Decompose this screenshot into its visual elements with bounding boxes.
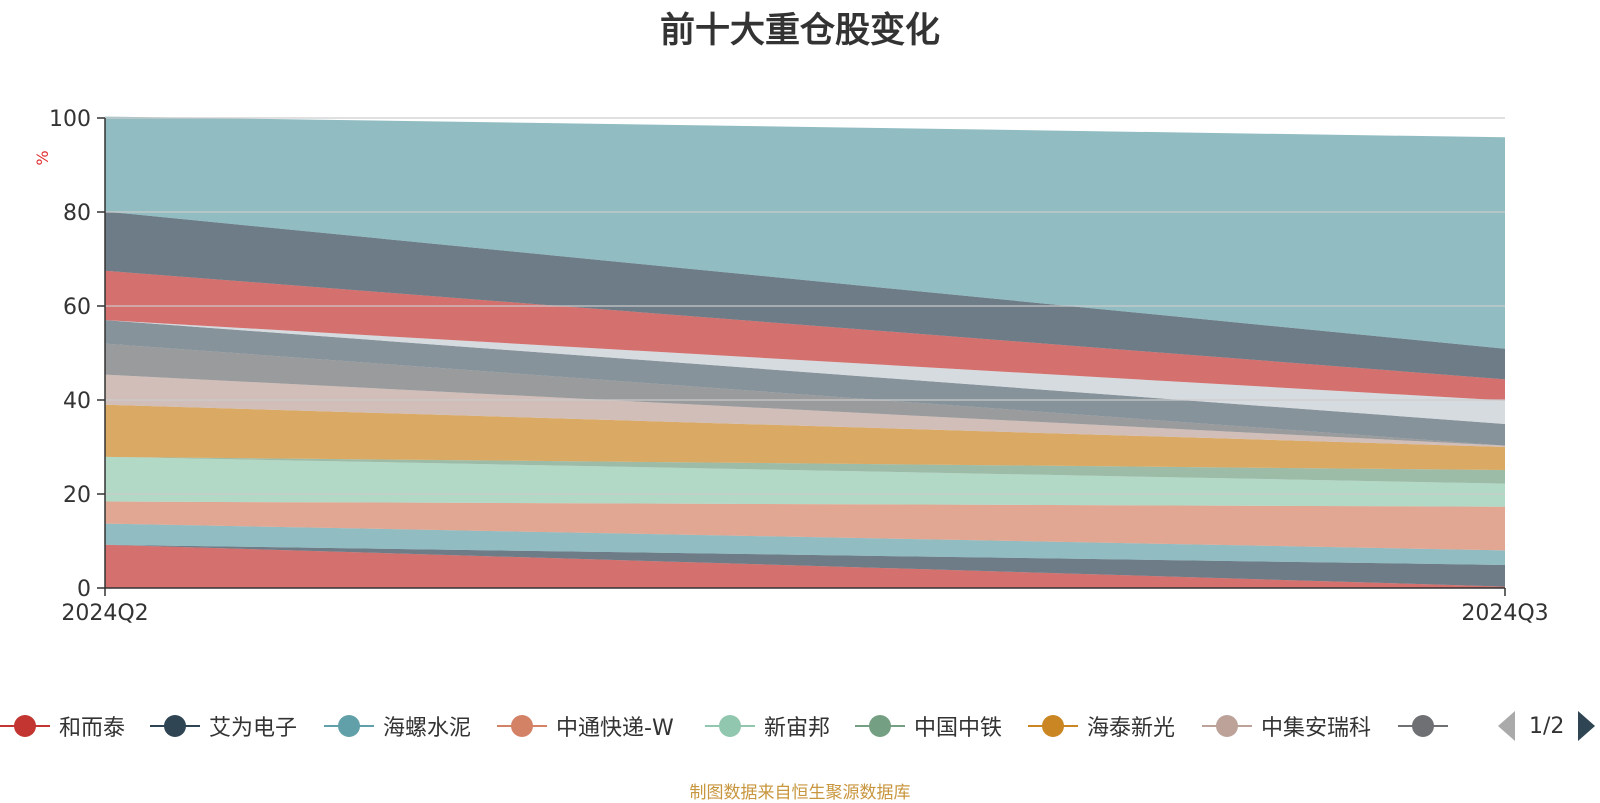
legend-pager: 1/2 — [1498, 708, 1596, 744]
legend-marker-icon — [1398, 708, 1448, 744]
legend-marker-icon — [1028, 708, 1078, 744]
legend-item[interactable] — [1398, 708, 1448, 744]
legend-label: 和而泰 — [59, 716, 126, 741]
legend-marker-icon — [497, 708, 547, 744]
area-series-5[interactable] — [105, 456, 1505, 484]
legend-marker-icon — [150, 708, 200, 744]
y-tick-label: 40 — [63, 389, 91, 414]
y-axis-label: % — [33, 150, 52, 165]
area-series-13[interactable] — [105, 116, 1505, 349]
legend-label: 海螺水泥 — [383, 716, 472, 741]
area-series-7[interactable] — [105, 374, 1505, 447]
area-series-10[interactable] — [105, 320, 1505, 424]
area-series-0[interactable] — [105, 544, 1505, 588]
legend-item[interactable]: 新宙邦 — [705, 708, 830, 744]
y-tick-label: 0 — [77, 577, 91, 602]
x-tick-label: 2024Q3 — [1461, 601, 1548, 626]
legend-marker-icon — [855, 708, 905, 744]
chart-plot: 0 20 40 60 80 100 2024Q2 2024Q3% — [33, 107, 1549, 626]
x-tick-label: 2024Q2 — [61, 601, 148, 626]
legend-label: 海泰新光 — [1087, 716, 1176, 741]
area-series-6[interactable] — [105, 404, 1505, 471]
next-page-icon[interactable] — [1578, 711, 1596, 741]
legend-label: 艾为电子 — [209, 716, 298, 741]
legend-label: 中通快递-W — [556, 716, 674, 741]
legend-label: 中集安瑞科 — [1261, 716, 1372, 741]
legend-label: 新宙邦 — [764, 716, 831, 741]
area-series-2[interactable] — [105, 523, 1505, 565]
axis-layer: 0 20 40 60 80 100 2024Q2 2024Q3% — [33, 107, 1549, 626]
legend-marker-icon — [324, 708, 374, 744]
y-tick-label: 60 — [63, 295, 91, 320]
grid-layer — [105, 117, 1505, 495]
legend-marker-icon — [705, 708, 755, 744]
area-series-12[interactable] — [105, 211, 1505, 380]
chart-title: 前十大重仓股变化 — [659, 11, 940, 51]
legend-item[interactable]: 艾为电子 — [150, 708, 297, 744]
area-series-layer — [105, 116, 1505, 588]
legend-item[interactable]: 海泰新光 — [1028, 708, 1175, 744]
area-series-3[interactable] — [105, 501, 1505, 551]
prev-page-icon[interactable] — [1498, 711, 1515, 741]
legend-item[interactable]: 和而泰 — [0, 708, 125, 744]
legend: 和而泰 艾为电子 海螺水泥 中通快递-W 新宙邦 中国中铁 海泰新光 中集安瑞科 1/2 — [0, 708, 1600, 744]
legend-item[interactable]: 海螺水泥 — [324, 708, 471, 744]
legend-item[interactable]: 中集安瑞科 — [1202, 708, 1371, 744]
y-tick-label: 100 — [49, 107, 91, 132]
area-series-1[interactable] — [105, 544, 1505, 587]
legend-marker-icon — [1202, 708, 1252, 744]
y-tick-label: 20 — [63, 483, 91, 508]
legend-item[interactable]: 中国中铁 — [855, 708, 1002, 744]
legend-label: 中国中铁 — [914, 716, 1003, 741]
y-tick-label: 80 — [63, 201, 91, 226]
legend-item[interactable]: 中通快递-W — [497, 708, 674, 744]
legend-page-indicator: 1/2 — [1529, 713, 1565, 739]
area-series-11[interactable] — [105, 270, 1505, 401]
legend-marker-icon — [0, 708, 50, 744]
area-series-9[interactable] — [105, 320, 1505, 446]
source-note: 制图数据来自恒生聚源数据库 — [689, 783, 911, 803]
